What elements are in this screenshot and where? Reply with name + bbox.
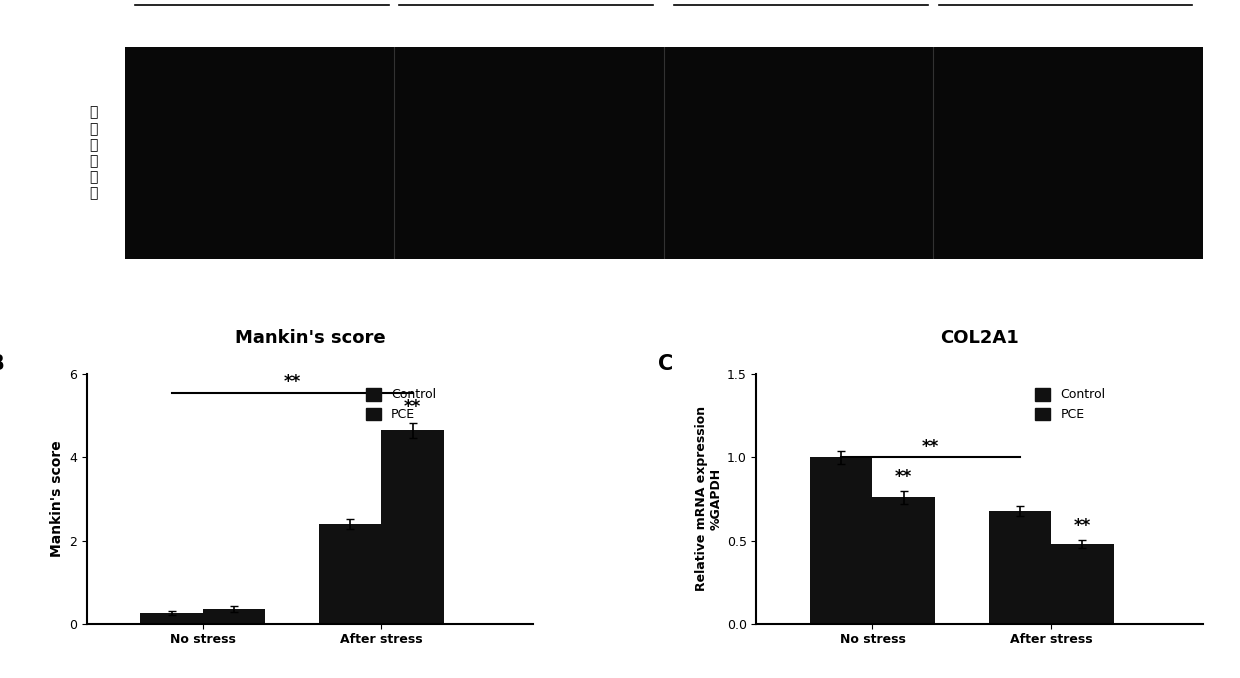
Bar: [873, 497, 935, 624]
Text: B: B: [0, 354, 5, 374]
Y-axis label: Mankin's score: Mankin's score: [50, 441, 63, 557]
Bar: [382, 431, 444, 624]
Title: COL2A1: COL2A1: [940, 330, 1019, 347]
Text: **: **: [921, 437, 939, 456]
Legend: Control, PCE: Control, PCE: [361, 383, 441, 426]
Bar: [319, 524, 382, 624]
Bar: [203, 610, 265, 624]
Legend: Control, PCE: Control, PCE: [1030, 383, 1111, 426]
Text: C: C: [658, 354, 673, 374]
Text: **: **: [284, 373, 301, 391]
Y-axis label: Relative mRNA expression
%GAPDH: Relative mRNA expression %GAPDH: [694, 406, 723, 591]
Text: **: **: [895, 468, 913, 485]
Bar: [1052, 544, 1114, 624]
Bar: [140, 614, 203, 624]
Bar: [810, 457, 873, 624]
Bar: [988, 511, 1052, 624]
Title: Mankin's score: Mankin's score: [234, 330, 386, 347]
Text: **: **: [1074, 517, 1091, 535]
Text: **: **: [404, 399, 422, 416]
Text: 甲
苯
胺
蓝
染
色: 甲 苯 胺 蓝 染 色: [89, 106, 98, 201]
